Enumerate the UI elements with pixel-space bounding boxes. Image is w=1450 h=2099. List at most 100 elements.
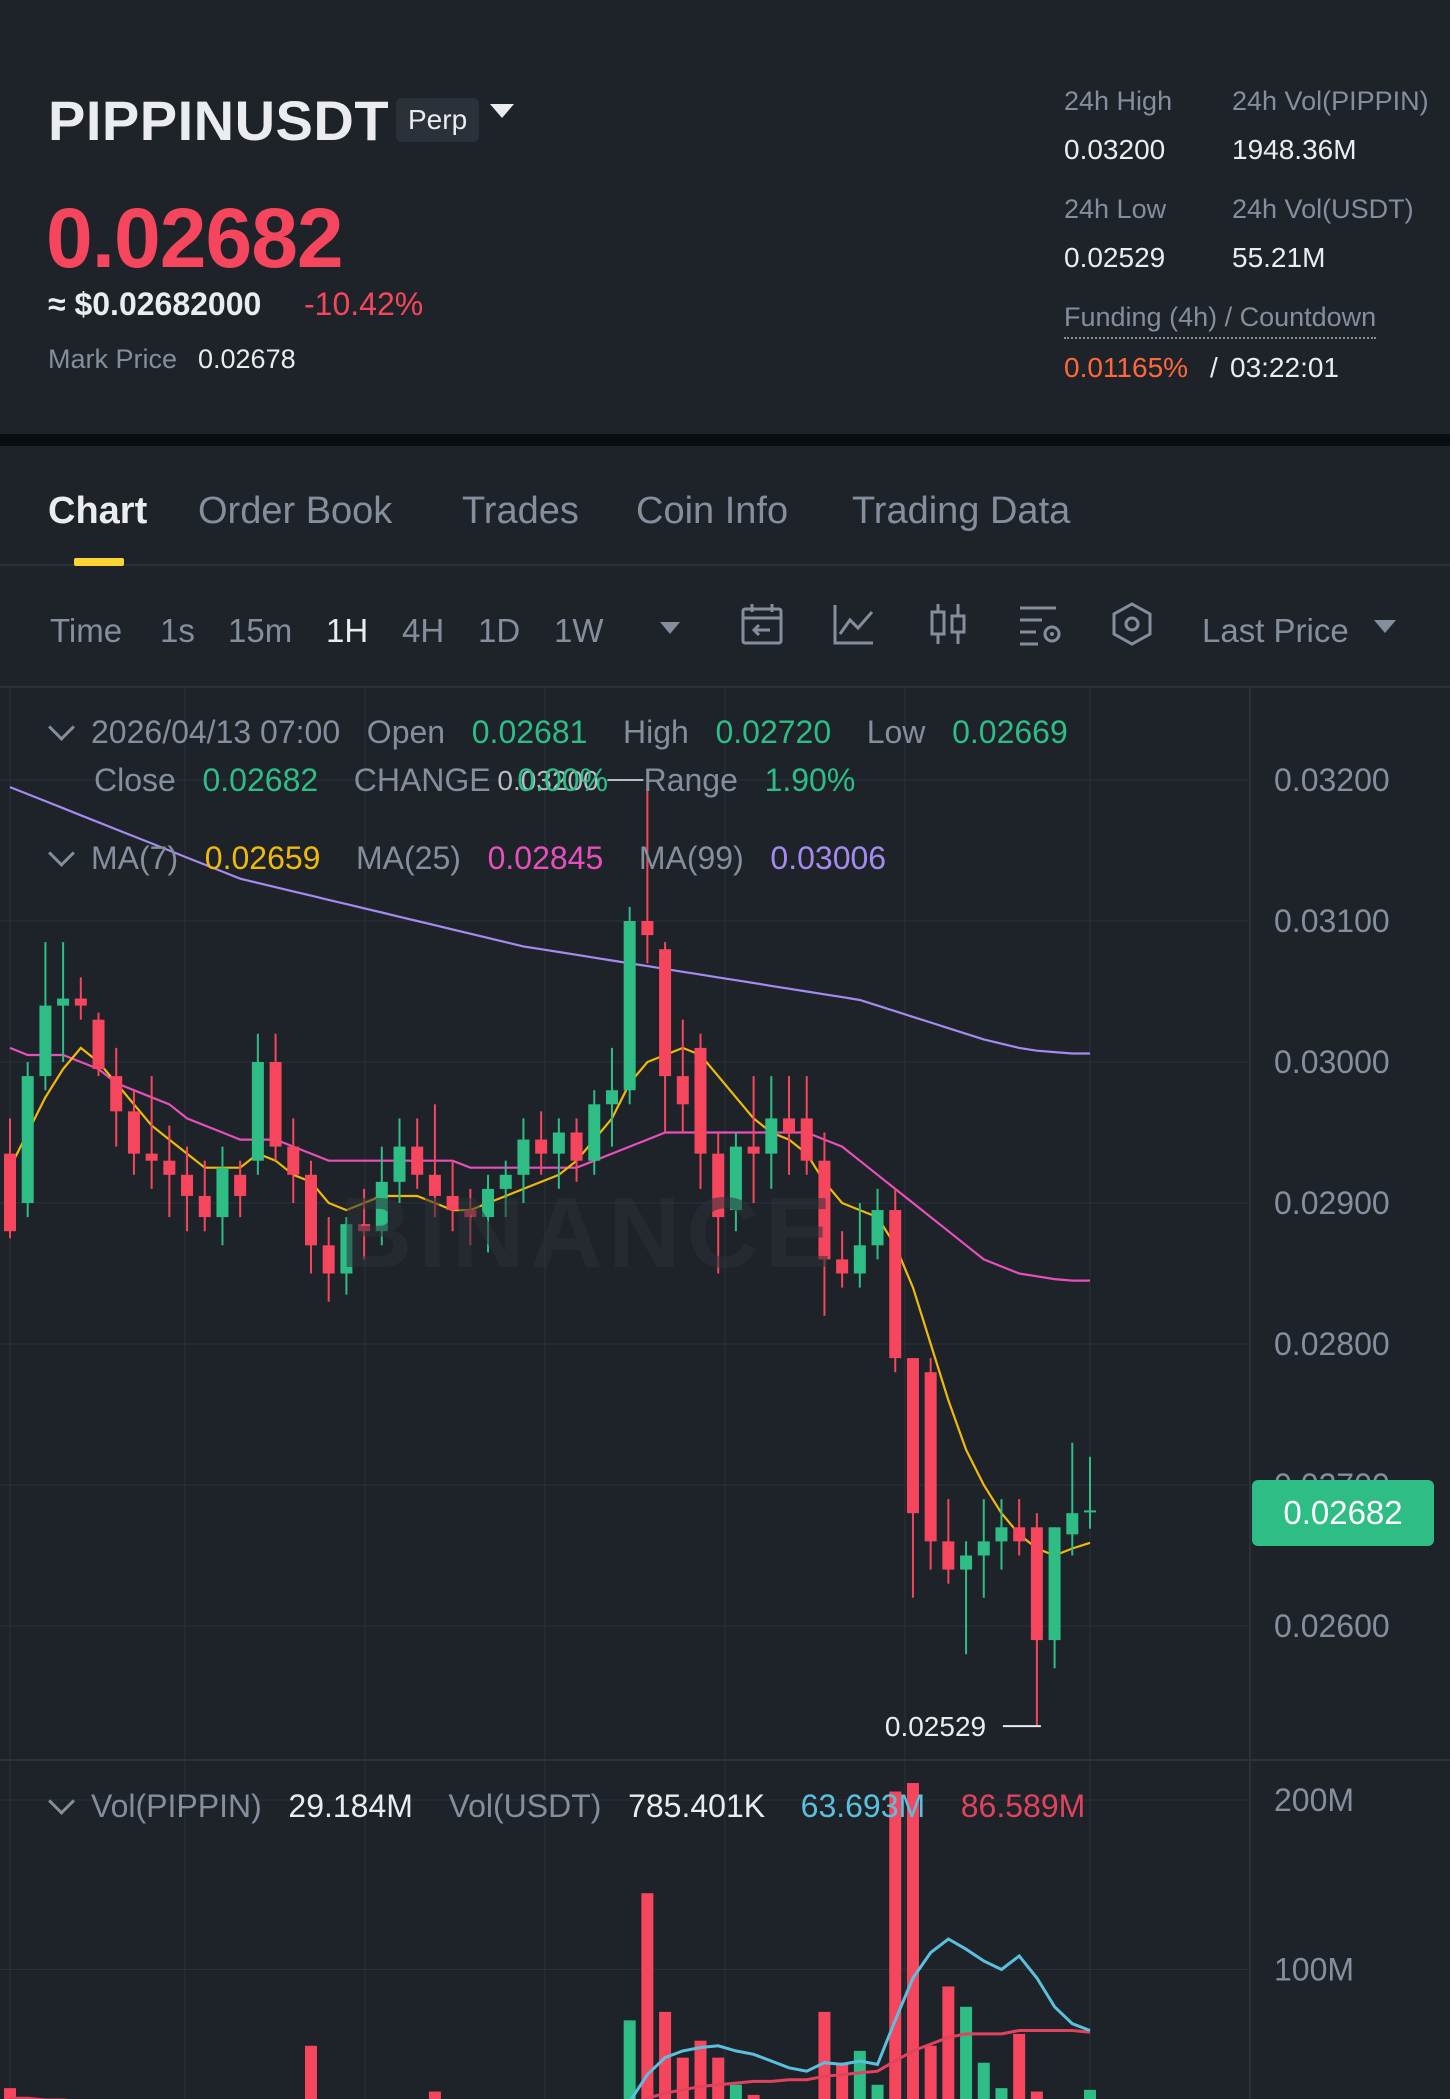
toolbar-divider <box>0 686 1450 688</box>
candle-body <box>393 1146 406 1182</box>
candle <box>552 1118 565 1189</box>
candle-body <box>358 1224 371 1232</box>
candle <box>853 1203 866 1288</box>
candles <box>4 780 1096 1727</box>
chart-settings-icon[interactable] <box>1016 600 1064 648</box>
candle <box>304 1160 317 1274</box>
candle-body <box>411 1146 424 1175</box>
vol-quote-value: 785.401K <box>628 1788 766 1824</box>
candle <box>871 1188 884 1260</box>
vol-ma1-value: 63.693M <box>800 1788 926 1824</box>
candle-body <box>659 949 672 1077</box>
candle-body <box>871 1210 884 1246</box>
collapse-chevron-icon[interactable] <box>48 714 75 741</box>
price-source-caret-icon[interactable] <box>1374 620 1396 633</box>
range-label: Range <box>643 762 738 798</box>
candle <box>659 942 672 1133</box>
candle <box>57 942 70 1062</box>
candle-body <box>729 1146 742 1211</box>
interval-1h[interactable]: 1H <box>326 612 369 649</box>
volume-tick-label: 200M <box>1274 1782 1354 1818</box>
tab-chart[interactable]: Chart <box>48 490 148 532</box>
candle <box>676 1019 689 1133</box>
interval-4h[interactable]: 4H <box>402 612 445 649</box>
candle-date: 2026/04/13 07:00 <box>91 714 341 750</box>
candle-body <box>57 998 70 1006</box>
candle-type-icon[interactable] <box>924 600 972 648</box>
candle <box>605 1047 618 1147</box>
interval-1d[interactable]: 1D <box>478 612 521 649</box>
high-24h-label: 24h High <box>1064 86 1173 116</box>
candle <box>322 1217 335 1302</box>
volume-bar <box>729 2084 742 2099</box>
candle <box>517 1118 530 1203</box>
volume-bar <box>304 2045 317 2099</box>
interval-1s[interactable]: 1s <box>160 612 195 649</box>
chart-grid <box>0 688 1450 2099</box>
candle <box>216 1146 229 1246</box>
candle <box>906 1358 919 1598</box>
ma99-line <box>9 786 1090 1055</box>
vol-collapse-chevron-icon[interactable] <box>48 1788 75 1815</box>
volume-ma-lines <box>10 1937 1091 2099</box>
tab-order-book[interactable]: Order Book <box>198 490 393 532</box>
candle-body <box>623 921 636 1091</box>
range-value: 1.90% <box>764 762 856 798</box>
candle-body <box>605 1090 618 1105</box>
interval-15m[interactable]: 15m <box>228 612 293 649</box>
candle <box>21 1062 34 1218</box>
candle <box>340 1217 353 1295</box>
calendar-icon[interactable] <box>738 600 786 648</box>
volume-bar <box>659 2011 672 2099</box>
tab-trades[interactable]: Trades <box>462 490 579 532</box>
vol-quote-24h-value: 55.21M <box>1232 242 1326 273</box>
volume-bar <box>676 2057 689 2099</box>
price-tick-label: 0.02600 <box>1274 1608 1390 1644</box>
candle-body <box>482 1188 495 1218</box>
volume-bar <box>818 2011 831 2099</box>
candle-body <box>800 1118 813 1161</box>
volume-bar <box>428 2091 441 2099</box>
price-source-dropdown[interactable]: Last Price <box>1202 612 1349 649</box>
mark-price-label: Mark Price <box>48 344 178 374</box>
candlestick-chart[interactable]: 0.03200 0.03100 0.03000 0.02900 0.02800 0.027… <box>0 688 1450 2099</box>
candle-body <box>570 1132 583 1161</box>
candle <box>375 1146 388 1246</box>
tab-trading-data[interactable]: Trading Data <box>852 490 1071 532</box>
more-intervals-caret-icon[interactable] <box>660 622 680 634</box>
candle-body <box>145 1153 158 1161</box>
indicator-icon[interactable] <box>830 600 878 648</box>
symbol-dropdown-caret-icon[interactable] <box>490 104 514 118</box>
volume-bars <box>4 1783 1096 2099</box>
candle <box>358 1188 371 1260</box>
contract-type-badge: Perp <box>396 98 480 142</box>
candle-body <box>163 1160 176 1175</box>
candle-body <box>818 1160 831 1260</box>
symbol-title[interactable]: PIPPINUSDT <box>48 89 390 152</box>
volume-bar <box>641 1893 654 2099</box>
vol-base-label: Vol(PIPPIN) <box>91 1788 262 1824</box>
volume-bar <box>906 1783 919 2099</box>
axis-ticks: 0.032000.031000.030000.029000.028000.027… <box>1274 762 1390 1988</box>
volume-bar <box>871 2084 884 2099</box>
depth-icon[interactable] <box>1108 600 1156 648</box>
interval-1w[interactable]: 1W <box>554 612 604 649</box>
volume-bar <box>694 2040 707 2099</box>
candle <box>765 1076 778 1189</box>
candle <box>446 1160 459 1232</box>
candle <box>712 1132 725 1274</box>
candle-body <box>552 1132 565 1154</box>
candle-body <box>127 1111 140 1154</box>
candle <box>145 1076 158 1189</box>
change-value: 0.00% <box>517 762 609 798</box>
tab-coin-info[interactable]: Coin Info <box>636 490 789 532</box>
candle-body <box>942 1541 955 1570</box>
ma25-label: MA(25) <box>356 840 461 876</box>
ma-collapse-chevron-icon[interactable] <box>48 840 75 867</box>
candle-body <box>747 1146 760 1154</box>
candle-body <box>517 1139 530 1175</box>
interval-time[interactable]: Time <box>50 612 123 649</box>
volume-bar <box>836 2062 849 2099</box>
funding-countdown-label[interactable]: Funding (4h) / Countdown <box>1064 302 1377 339</box>
candle <box>623 906 636 1105</box>
